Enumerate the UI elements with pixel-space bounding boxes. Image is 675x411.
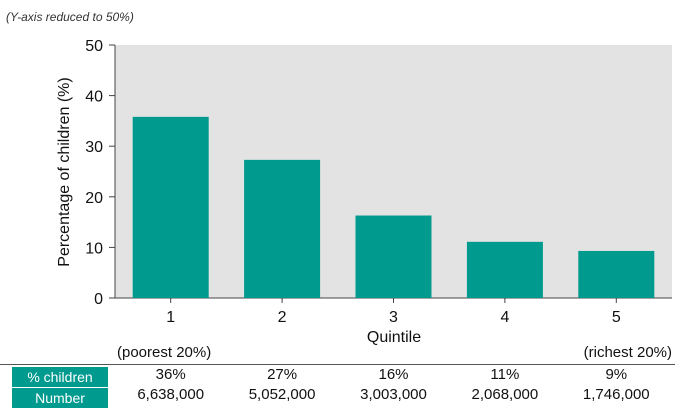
y-tick-label: 20 xyxy=(85,190,103,207)
x-axis-label: Quintile xyxy=(367,329,421,346)
cell-percent: 36% xyxy=(155,366,186,383)
bar-quintile-5 xyxy=(578,250,655,298)
cell-percent: 9% xyxy=(605,366,628,383)
x-tick-label: 5 xyxy=(612,309,621,326)
cell-number: 1,746,000 xyxy=(582,386,650,403)
cell-number: 6,638,000 xyxy=(137,386,205,403)
x-tick-label: 2 xyxy=(278,309,287,326)
cell-percent: 27% xyxy=(267,366,298,383)
cell-number: 3,003,000 xyxy=(360,386,427,403)
data-table: % children Number 36% 6,638,000 27% 5,052,0… xyxy=(0,364,675,411)
bar-quintile-1 xyxy=(132,116,209,299)
y-tick-label: 50 xyxy=(85,38,103,55)
poorest-label: (poorest 20%) xyxy=(117,344,211,361)
cell-number: 5,052,000 xyxy=(248,386,316,403)
bar-chart: 0 10 20 30 40 50 1 2 3 4 5 Percentage of children… xyxy=(56,38,672,361)
x-tick-label: 4 xyxy=(500,309,509,326)
y-tick-label: 0 xyxy=(94,291,103,308)
cell-percent: 16% xyxy=(378,366,409,383)
row-label-number: Number xyxy=(12,388,108,408)
y-tick-label: 30 xyxy=(85,139,103,156)
y-tick-label: 40 xyxy=(85,89,103,106)
cell-percent: 11% xyxy=(490,366,520,383)
cell-number: 2,068,000 xyxy=(471,386,539,403)
x-tick-label: 1 xyxy=(166,309,175,326)
bar-quintile-4 xyxy=(466,241,543,298)
row-label-percent: % children xyxy=(12,367,108,387)
axis-note: (Y-axis reduced to 50%) xyxy=(6,10,134,24)
richest-label: (richest 20%) xyxy=(584,344,672,361)
y-axis-label: Percentage of children (%) xyxy=(56,77,73,266)
y-tick-label: 10 xyxy=(85,240,103,257)
bar-quintile-3 xyxy=(355,215,432,298)
bar-quintile-2 xyxy=(244,159,321,298)
x-tick-label: 3 xyxy=(389,309,398,326)
